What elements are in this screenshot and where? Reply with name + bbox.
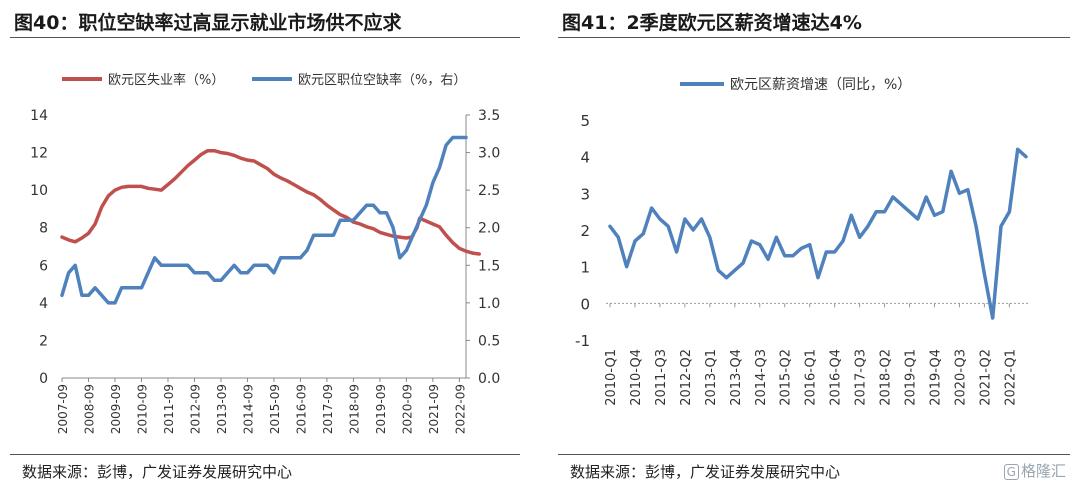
x-tick-label: 2016-09 [294,384,308,434]
left-y-tick-label: 6 [39,258,48,274]
x-tick-label: 2018-Q2 [879,349,894,406]
y-tick-label: -1 [575,332,590,350]
x-tick-label: 2020-09 [400,384,414,434]
y-tick-label: 4 [580,149,590,167]
right-y-tick-label: 2.0 [478,221,500,237]
right-y-tick-label: 3.5 [478,108,500,124]
x-tick-label: 2021-09 [427,384,441,434]
source-divider [558,454,1070,455]
x-tick-label: 2019-Q1 [904,349,919,406]
title-divider [558,37,1070,38]
unemployment-rate-line [60,148,481,256]
legend-label: 欧元区职位空缺率（%，右） [298,72,466,88]
source-divider [10,454,520,455]
left-y-tick-label: 2 [39,333,48,349]
x-tick-label: 2012-09 [188,384,202,434]
right-y-tick-label: 1.5 [478,258,500,274]
watermark-text: 格隆汇 [1020,462,1066,480]
x-tick-label: 2013-Q1 [704,349,719,406]
x-tick-label: 2022-09 [453,384,467,434]
x-tick-label: 2015-09 [268,384,282,434]
left-y-tick-label: 10 [30,183,48,199]
x-tick-label: 2015-Q2 [779,349,794,406]
left-chart-panel: 图40：职位空缺率过高显示就业市场供不应求 0 2 4 6 8 10 12 14 0.0 0.5 1… [0,0,530,486]
x-tick-label: 2020-Q3 [953,349,968,406]
x-tick-label: 2016-Q4 [829,349,844,406]
y-tick-label: 3 [580,185,590,203]
right-y-tick-label: 3.0 [478,146,500,162]
right-y-tick-label: 0.5 [478,333,500,349]
x-tick-label: 2013-Q4 [729,349,744,406]
right-y-tick-label: 0.0 [478,371,500,387]
chart-title: 图41：2季度欧元区薪资增速达4% [562,12,862,34]
x-tick-label: 2021-Q2 [978,349,993,406]
unemployment-vacancy-chart: 0 2 4 6 8 10 12 14 0.0 0.5 1.0 1.5 2.0 2.5 3.0 3.5 2007-… [30,72,500,434]
x-tick-label: 2019-Q4 [928,349,943,406]
x-tick-label: 2010-09 [135,384,149,434]
x-tick-label: 2013-09 [215,384,229,434]
left-y-tick-label: 14 [30,108,48,124]
x-tick-label: 2022-Q1 [1003,349,1018,406]
x-tick-label: 2016-Q1 [804,349,819,406]
data-source: 数据来源：彭博，广发证券发展研究中心 [570,463,841,481]
x-tick-label: 2011-09 [162,384,176,434]
x-tick-label: 2007-09 [56,384,70,434]
x-tick-label: 2010-Q1 [604,349,619,406]
y-tick-label: 5 [580,112,590,130]
left-y-tick-label: 8 [39,221,48,237]
wage-growth-line [608,147,1028,320]
legend-label: 欧元区失业率（%） [108,72,224,88]
x-tick-label: 2011-Q3 [654,349,669,406]
left-y-tick-label: 12 [30,146,48,162]
y-tick-label: 0 [580,295,590,313]
x-tick-label: 2019-09 [374,384,388,434]
x-tick-label: 2009-09 [109,384,123,434]
wage-growth-chart: -1 0 1 2 3 4 5 2010-Q1 2010-Q4 2011-Q3 2012-Q2 2013… [575,77,1028,406]
right-chart-panel: 图41：2季度欧元区薪资增速达4% -1 0 1 2 3 4 5 2010-Q1 2010-Q4… [548,0,1080,486]
x-tick-label: 2012-Q2 [679,349,694,406]
data-source: 数据来源：彭博，广发证券发展研究中心 [22,463,293,481]
x-tick-label: 2008-09 [82,384,96,434]
right-y-tick-label: 1.0 [478,296,500,312]
x-tick-label: 2017-09 [321,384,335,434]
y-tick-label: 1 [580,259,590,277]
watermark-logo-icon: G [1003,464,1019,480]
x-tick-label: 2018-09 [347,384,361,434]
x-tick-label: 2014-Q3 [754,349,769,406]
legend-label: 欧元区薪资增速（同比，%） [730,77,911,93]
left-y-tick-label: 4 [39,296,48,312]
left-y-tick-label: 0 [39,371,48,387]
y-tick-label: 2 [580,222,590,240]
x-tick-label: 2017-Q3 [854,349,869,406]
chart-title: 图40：职位空缺率过高显示就业市场供不应求 [14,12,402,34]
x-tick-label: 2014-09 [241,384,255,434]
right-y-tick-label: 2.5 [478,183,500,199]
job-vacancy-rate-line [60,135,468,305]
title-divider [10,37,520,38]
watermark: G 格隆汇 [1003,460,1066,481]
x-tick-label: 2010-Q4 [629,349,644,406]
